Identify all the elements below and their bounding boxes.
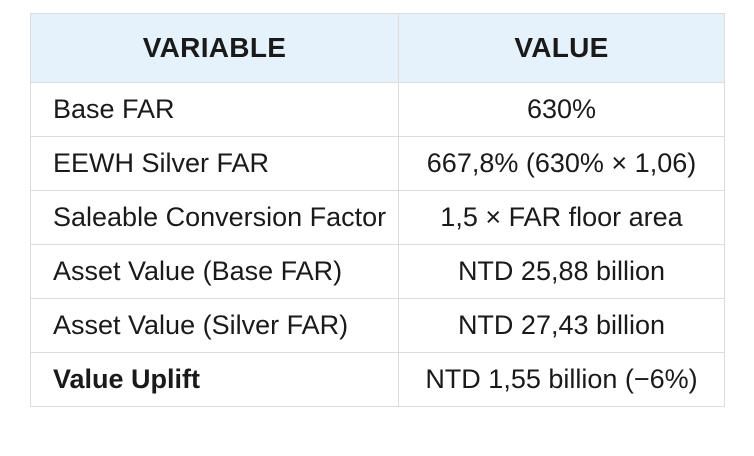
header-value: VALUE bbox=[398, 13, 725, 83]
row-value-eewh-silver-far: 667,8% (630% × 1,06) bbox=[398, 136, 725, 191]
table-row: Value Uplift NTD 1,55 billion (−6%) bbox=[30, 352, 725, 407]
header-variable: VARIABLE bbox=[30, 13, 399, 83]
table-row: Saleable Conversion Factor 1,5 × FAR flo… bbox=[30, 190, 725, 245]
row-value-base-far: 630% bbox=[398, 82, 725, 137]
table-row: Base FAR 630% bbox=[30, 82, 725, 137]
table-header-row: VARIABLE VALUE bbox=[30, 13, 725, 83]
row-value-saleable-conversion-factor: 1,5 × FAR floor area bbox=[398, 190, 725, 245]
row-variable-saleable-conversion-factor: Saleable Conversion Factor bbox=[30, 190, 399, 245]
row-variable-asset-value-base: Asset Value (Base FAR) bbox=[30, 244, 399, 299]
variable-value-table: VARIABLE VALUE Base FAR 630% EEWH Silver… bbox=[30, 13, 725, 407]
table-row: Asset Value (Base FAR) NTD 25,88 billion bbox=[30, 244, 725, 299]
table-row: EEWH Silver FAR 667,8% (630% × 1,06) bbox=[30, 136, 725, 191]
row-variable-value-uplift: Value Uplift bbox=[30, 352, 399, 407]
row-value-asset-value-silver: NTD 27,43 billion bbox=[398, 298, 725, 353]
row-value-asset-value-base: NTD 25,88 billion bbox=[398, 244, 725, 299]
table-row: Asset Value (Silver FAR) NTD 27,43 billi… bbox=[30, 298, 725, 353]
row-variable-asset-value-silver: Asset Value (Silver FAR) bbox=[30, 298, 399, 353]
row-value-value-uplift: NTD 1,55 billion (−6%) bbox=[398, 352, 725, 407]
row-variable-eewh-silver-far: EEWH Silver FAR bbox=[30, 136, 399, 191]
row-variable-base-far: Base FAR bbox=[30, 82, 399, 137]
data-table-container: VARIABLE VALUE Base FAR 630% EEWH Silver… bbox=[30, 13, 725, 407]
